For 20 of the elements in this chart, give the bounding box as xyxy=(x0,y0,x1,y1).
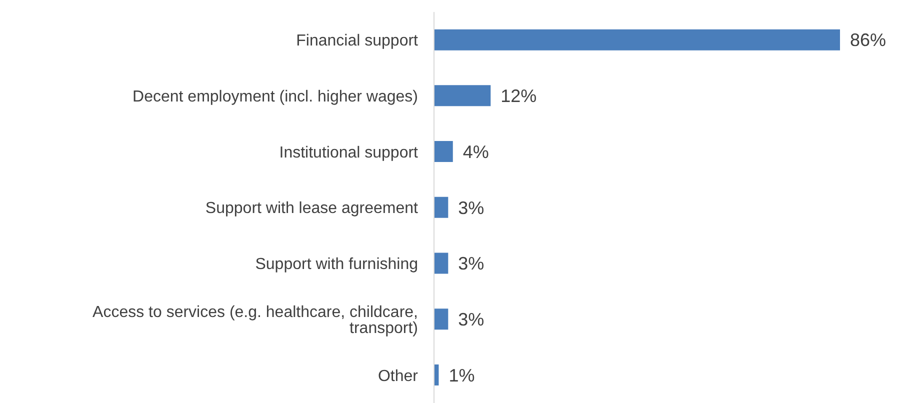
y-tick-label: Other xyxy=(378,368,419,385)
bar xyxy=(434,29,840,50)
data-label: 3% xyxy=(458,254,484,274)
y-tick-label: Financial support xyxy=(296,32,419,50)
data-label: 3% xyxy=(458,198,484,218)
y-tick-label: Decent employment (incl. higher wages) xyxy=(132,88,418,106)
bar xyxy=(434,141,453,162)
bar xyxy=(434,308,448,330)
y-tick-label: Support with furnishing xyxy=(255,256,418,274)
bar xyxy=(434,85,491,106)
bar xyxy=(434,252,448,274)
bar xyxy=(434,196,448,218)
data-label: 12% xyxy=(500,86,537,106)
data-label: 86% xyxy=(850,30,886,50)
y-tick-label: Support with lease agreement xyxy=(205,200,419,218)
y-tick-label: Institutional support xyxy=(279,144,419,162)
data-label: 1% xyxy=(448,365,475,386)
data-label: 3% xyxy=(458,309,484,330)
data-label: 4% xyxy=(462,142,489,162)
y-tick-label: Access to services (e.g. healthcare, childcare, transport) xyxy=(92,304,418,337)
